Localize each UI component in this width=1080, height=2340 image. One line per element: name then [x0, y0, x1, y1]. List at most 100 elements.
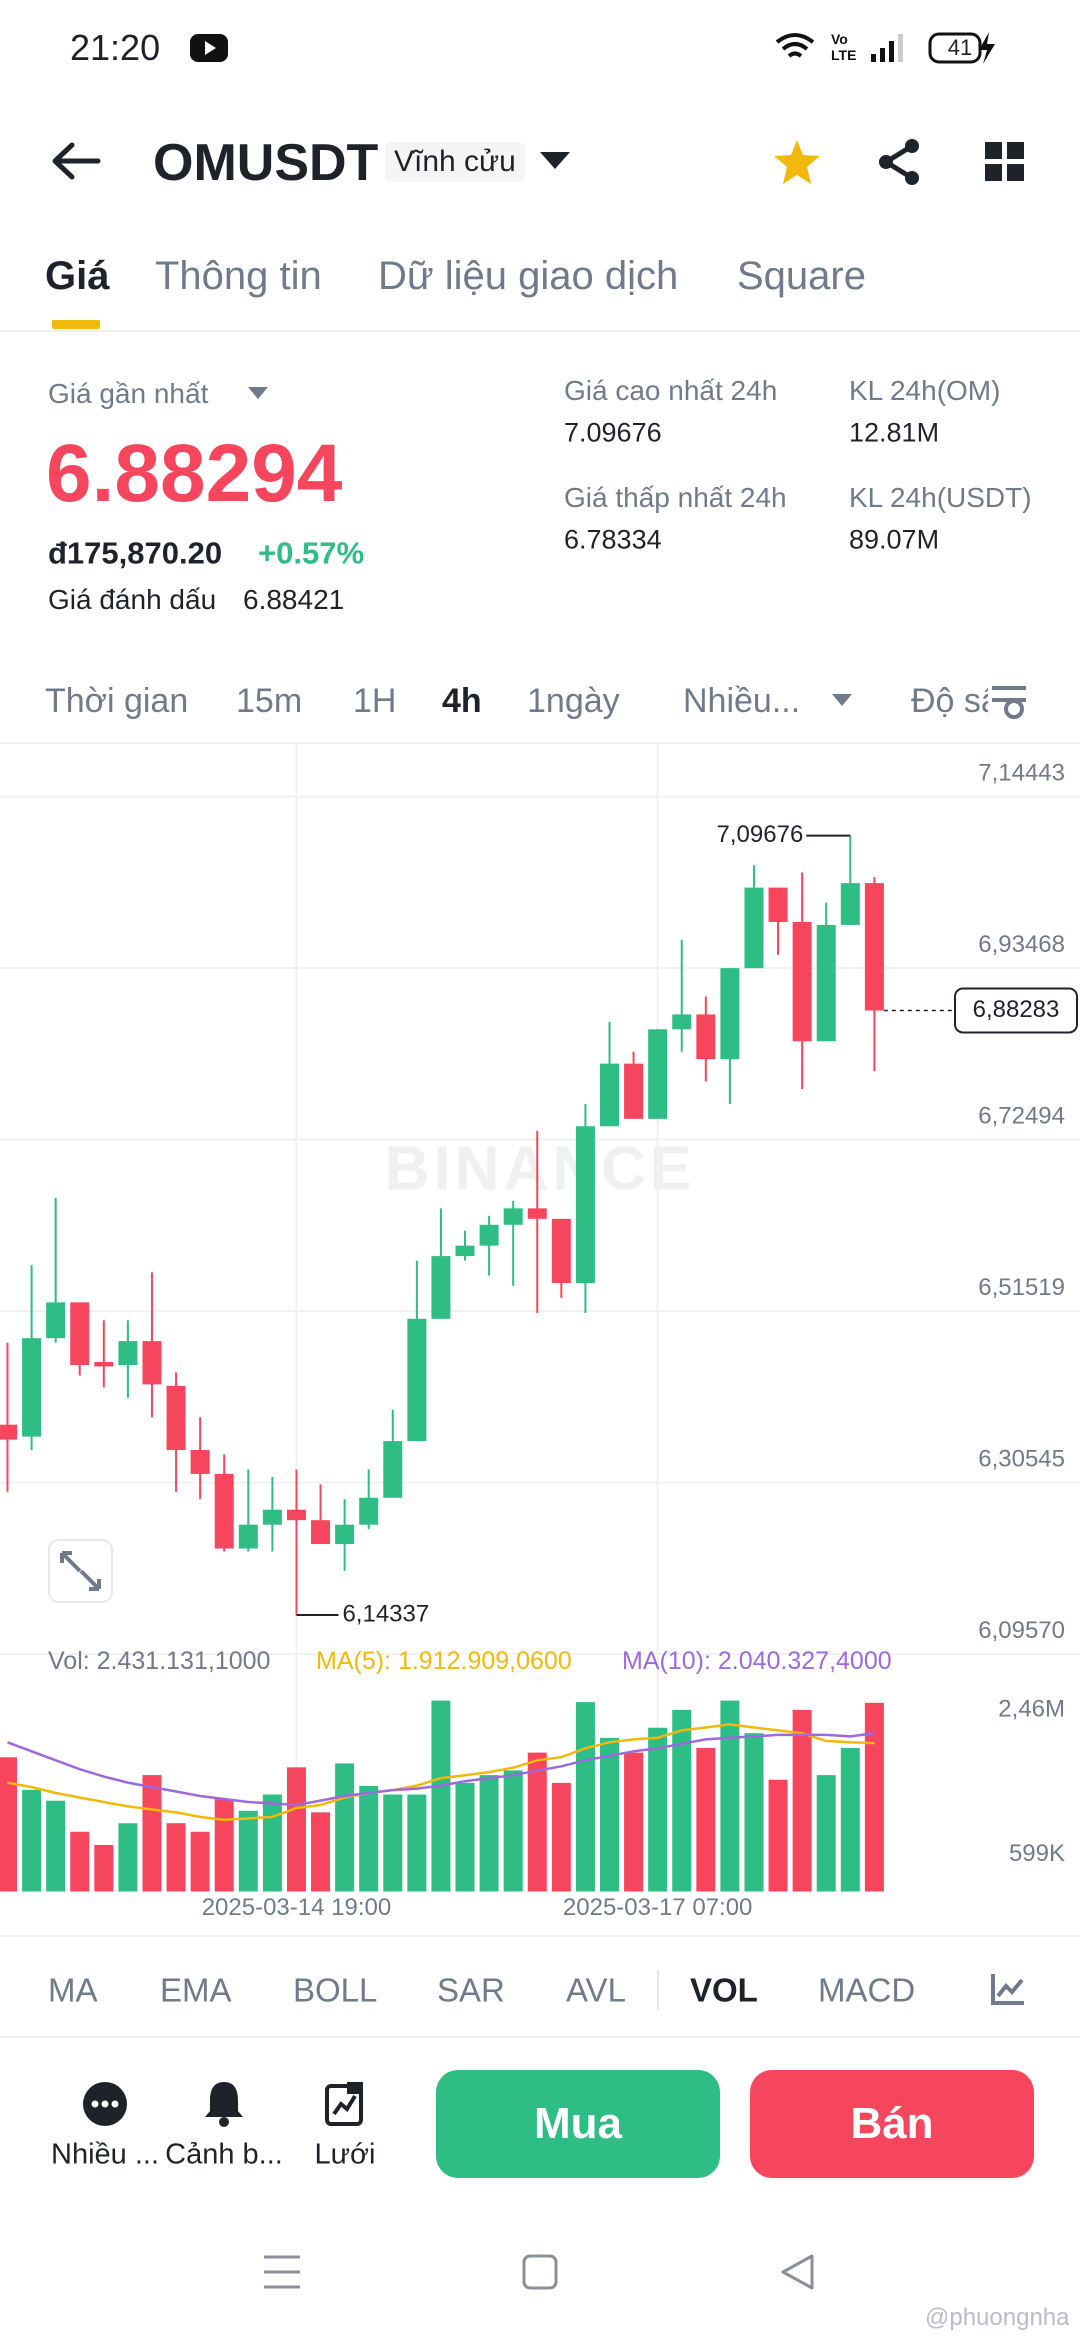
candle-body [311, 1520, 331, 1545]
volume-legend: MA(5): 1.912.909,0600 [316, 1647, 572, 1675]
volume-bar [503, 1770, 523, 1892]
buy-button[interactable]: Mua [436, 2070, 720, 2178]
action-label[interactable]: Nhiều ... [51, 2138, 159, 2171]
candle-body [720, 968, 740, 1060]
stat-label: KL 24h(USDT) [849, 482, 1032, 513]
indicator[interactable]: EMA [160, 1971, 232, 2009]
volume-bar [383, 1794, 403, 1892]
volume-bar [672, 1709, 692, 1892]
candle-body [503, 1208, 523, 1225]
interval[interactable]: 1ngày [527, 682, 620, 720]
stat-label: KL 24h(OM) [849, 375, 1001, 406]
menu-grid[interactable] [985, 142, 1025, 182]
volume-bar [431, 1700, 451, 1892]
volume-bar [455, 1782, 475, 1892]
volume-bar [118, 1823, 138, 1892]
candle-body [431, 1256, 451, 1319]
volume-tick-label: 2,46M [998, 1696, 1065, 1723]
contract-badge: Vĩnh cửu [385, 142, 525, 182]
interval-active[interactable]: 4h [442, 682, 482, 720]
indicator-active[interactable]: VOL [690, 1971, 758, 2009]
indicator[interactable]: SAR [437, 1971, 505, 2009]
candle-body [359, 1497, 379, 1525]
tab[interactable]: Dữ liệu giao dịch [378, 254, 679, 298]
volume-legend: MA(10): 2.040.327,4000 [622, 1647, 892, 1675]
chart-settings[interactable] [988, 682, 1030, 720]
candle-body [166, 1385, 186, 1451]
sell-button[interactable]: Bán [750, 2070, 1034, 2178]
last-price-label: 6,88283 [973, 996, 1060, 1023]
mark-price: 6.88421 [243, 584, 345, 615]
x-tick-label: 2025-03-17 07:00 [563, 1894, 753, 1921]
indicator[interactable]: MA [48, 1971, 98, 2009]
more-icon[interactable] [82, 2081, 128, 2127]
fiat-price: đ175,870.20 [48, 535, 223, 571]
chart: BINANCE 7,14443 6,93468 6,72494 6,51519 6,30… [0, 743, 1080, 1921]
last-price-box [954, 987, 1078, 1034]
stat-value: 6.78334 [564, 524, 662, 555]
divider [0, 1935, 1080, 1937]
y-tick-label: 6,72494 [978, 1103, 1065, 1130]
volume-bar [864, 1702, 884, 1892]
candle-body [238, 1524, 258, 1549]
action-label[interactable]: Cảnh b... [165, 2138, 283, 2171]
symbol[interactable]: OMUSDT [153, 134, 379, 192]
candle-body [600, 1063, 619, 1127]
interval[interactable]: 15m [236, 682, 303, 720]
volume-bar [720, 1700, 740, 1892]
volume-bar [648, 1727, 668, 1892]
nav-menu[interactable] [262, 2254, 302, 2290]
symbol-dropdown[interactable] [540, 152, 570, 170]
interval-dropdown[interactable] [832, 694, 852, 707]
volume-bar [142, 1775, 162, 1892]
volume-bar [311, 1812, 331, 1892]
favorite-star[interactable] [772, 138, 822, 186]
tab[interactable]: Square [737, 254, 866, 298]
tab[interactable]: Thông tin [155, 254, 322, 298]
candle-body [214, 1473, 234, 1549]
stat-label: Giá thấp nhất 24h [564, 482, 787, 513]
share-button[interactable] [876, 138, 922, 186]
grid-bot-icon[interactable] [325, 2080, 365, 2126]
action-label[interactable]: Lưới [314, 2138, 376, 2171]
volume-bar [624, 1752, 644, 1892]
youtube-icon [190, 34, 228, 62]
nav-home[interactable] [522, 2254, 558, 2290]
mark-price-label: Giá đánh dấu [48, 584, 217, 615]
indicator-settings[interactable] [990, 1972, 1026, 2006]
price-dropdown[interactable] [248, 387, 268, 400]
nav-back[interactable] [780, 2254, 814, 2290]
back-button[interactable] [50, 142, 101, 180]
last-price-label: Giá gần nhất [48, 378, 209, 409]
interval[interactable]: 1H [353, 682, 397, 720]
expand-button[interactable] [48, 1539, 113, 1603]
candle-body [0, 1424, 17, 1440]
volume-bar [407, 1794, 427, 1892]
volume-bar [262, 1794, 282, 1892]
candle-body [864, 883, 884, 1011]
candle-body [792, 921, 812, 1042]
volume-bar [551, 1782, 571, 1892]
volume-bar [600, 1737, 619, 1892]
candle-body [527, 1208, 547, 1219]
volume-bar [792, 1709, 812, 1892]
candle-body [262, 1509, 282, 1525]
indicator[interactable]: MACD [818, 1971, 916, 2009]
indicator[interactable]: BOLL [293, 1971, 378, 2009]
volume-bar [286, 1767, 306, 1892]
candle-body [768, 887, 788, 922]
volume-bar [744, 1733, 764, 1892]
ma-line [7, 1731, 875, 1807]
tab[interactable]: Giá [45, 254, 110, 298]
ma-line [7, 1723, 875, 1822]
volume-bar [166, 1823, 186, 1892]
interval[interactable]: Thời gian [45, 682, 189, 720]
candle-body [94, 1362, 114, 1367]
candle-body [190, 1450, 210, 1474]
alert-icon[interactable] [203, 2079, 245, 2127]
volume-bar [359, 1785, 379, 1892]
interval[interactable]: Nhiều... [683, 682, 801, 720]
indicator[interactable]: AVL [566, 1971, 626, 2009]
candle-body [22, 1338, 42, 1437]
